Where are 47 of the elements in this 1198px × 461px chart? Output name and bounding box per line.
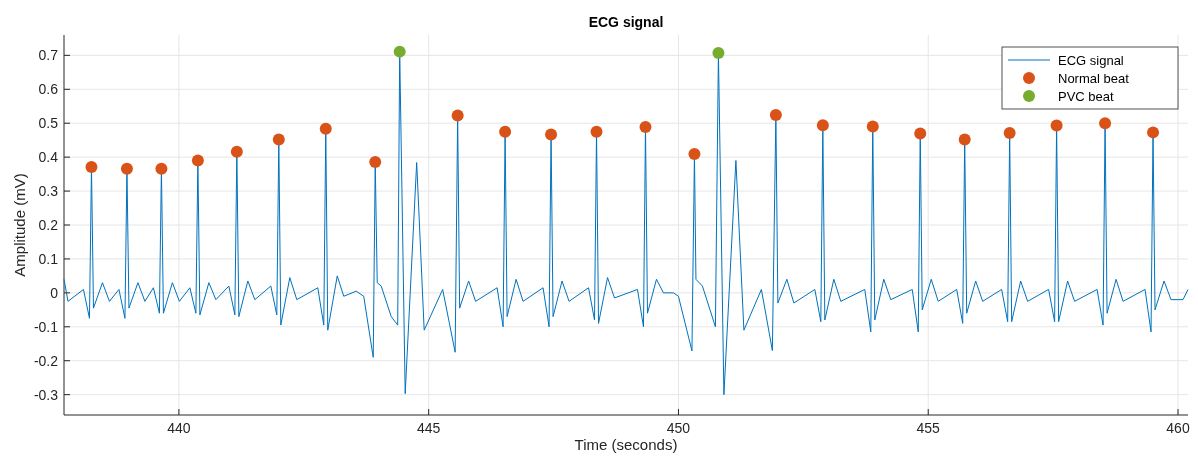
x-tick-label: 445 — [417, 420, 441, 436]
point — [688, 148, 701, 161]
point — [1099, 117, 1112, 130]
point — [230, 145, 243, 158]
point — [393, 45, 406, 58]
x-tick-label: 455 — [916, 420, 941, 436]
x-tick-label: 450 — [666, 420, 691, 436]
point — [1050, 119, 1063, 132]
point — [120, 162, 133, 175]
x-tick-label: 460 — [1166, 420, 1190, 436]
point — [369, 155, 382, 168]
y-tick-label: 0.7 — [38, 47, 59, 64]
y-tick-label: 0.5 — [38, 115, 59, 132]
y-tick-label: 0.6 — [38, 81, 59, 98]
point — [451, 109, 464, 122]
y-tick-label: 0.1 — [38, 250, 59, 267]
point — [590, 125, 603, 138]
point — [1003, 127, 1016, 140]
x-axis-title: Time (seconds) — [574, 436, 678, 453]
point — [712, 46, 725, 59]
point — [319, 122, 332, 135]
y-tick-label: 0 — [50, 284, 59, 301]
point — [958, 133, 971, 146]
point — [1147, 126, 1160, 139]
point — [914, 127, 927, 140]
point — [85, 160, 98, 173]
point — [639, 120, 652, 133]
y-tick-label: -0.1 — [33, 318, 59, 335]
y-tick-label: 0.4 — [38, 149, 59, 166]
point — [769, 109, 782, 122]
y-tick-label: -0.3 — [33, 386, 59, 403]
legend-label: Normal beat — [1058, 71, 1130, 86]
y-axis-title: Amplitude (mV) — [11, 173, 28, 277]
point — [866, 120, 879, 133]
point — [191, 154, 204, 167]
y-tick-label: -0.2 — [33, 352, 59, 369]
point — [499, 125, 512, 138]
x-tick-label: 440 — [167, 420, 191, 436]
point — [272, 133, 285, 146]
chart-title: ECG signal — [588, 14, 664, 30]
point — [545, 128, 558, 141]
legend-label: PVC beat — [1058, 89, 1115, 104]
point — [816, 119, 829, 132]
point — [155, 162, 168, 175]
legend-label: ECG signal — [1058, 53, 1124, 68]
y-tick-label: 0.3 — [38, 183, 59, 200]
y-tick-label: 0.2 — [38, 217, 59, 233]
